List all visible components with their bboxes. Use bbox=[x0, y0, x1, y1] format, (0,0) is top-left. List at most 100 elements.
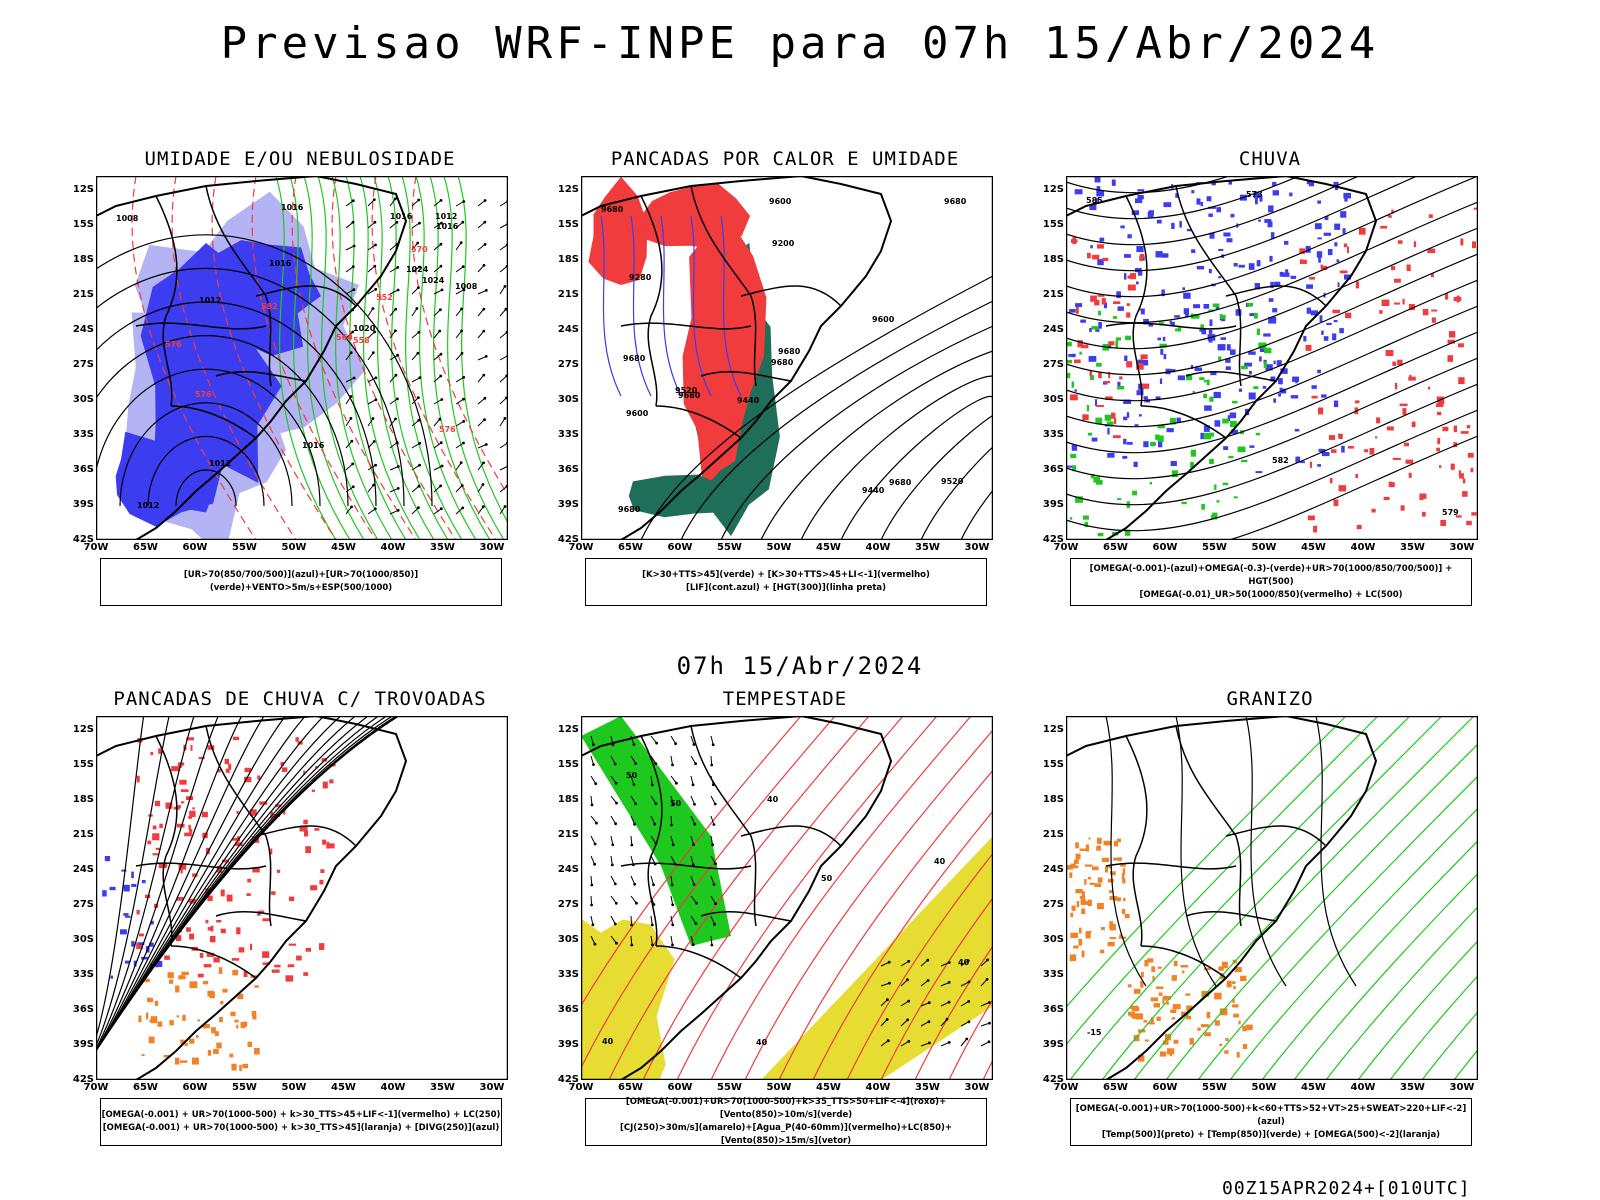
border-line bbox=[640, 735, 663, 947]
contour-label: 558 bbox=[353, 336, 370, 345]
field-pixel bbox=[1095, 399, 1098, 406]
map-frame bbox=[96, 716, 508, 1080]
legend-line: [UR>70(850/700/500)](azul)+[UR>70(1000/8… bbox=[183, 570, 419, 593]
field-pixel bbox=[1080, 344, 1089, 349]
latitude-label: 18S bbox=[72, 794, 94, 805]
field-pixel bbox=[1238, 264, 1245, 268]
wind-vector-head bbox=[907, 999, 910, 1003]
field-pixel bbox=[1135, 1013, 1144, 1020]
wind-vector bbox=[477, 200, 486, 207]
field-pixel bbox=[1084, 864, 1093, 867]
field-pixel bbox=[1422, 308, 1429, 316]
field-pixel bbox=[224, 758, 230, 765]
wind-vector bbox=[670, 895, 674, 905]
humidity-contour bbox=[275, 176, 337, 540]
wind-vector bbox=[650, 835, 657, 844]
wind-vector-head bbox=[693, 802, 696, 806]
field-pixel bbox=[1279, 378, 1283, 385]
field-pixel bbox=[1096, 405, 1104, 407]
field-pixel bbox=[147, 840, 152, 845]
field-pixel bbox=[1241, 459, 1248, 463]
wind-vector bbox=[710, 935, 713, 946]
field-pixel bbox=[1211, 181, 1216, 186]
field-pixel bbox=[178, 975, 186, 980]
field-pixel bbox=[152, 825, 157, 830]
wind-vector-head bbox=[503, 505, 507, 508]
latitude-label: 24S bbox=[72, 864, 94, 875]
humidity-contour bbox=[457, 176, 508, 524]
contour-label: 1008 bbox=[116, 214, 139, 223]
wind-vector bbox=[610, 795, 617, 804]
wind-vector-head bbox=[396, 397, 399, 401]
field-pixel bbox=[1218, 966, 1224, 971]
field-pixel bbox=[1123, 897, 1126, 902]
field-pixel bbox=[1279, 387, 1283, 393]
panel-legend: [UR>70(850/700/500)](azul)+[UR>70(1000/8… bbox=[100, 558, 502, 606]
field-pixel bbox=[1136, 390, 1144, 396]
field-pixel bbox=[1200, 1024, 1209, 1028]
coastline bbox=[581, 176, 893, 540]
latitude-label: 36S bbox=[1042, 1004, 1064, 1015]
border-line bbox=[690, 725, 757, 927]
temp-850-contour bbox=[1421, 1010, 1478, 1080]
wind-vector bbox=[920, 959, 929, 967]
wind-vector bbox=[389, 330, 396, 339]
field-pixel bbox=[1109, 921, 1114, 926]
field-pixel bbox=[262, 951, 270, 958]
humidity-contour bbox=[303, 176, 365, 540]
wind-vector-head bbox=[396, 288, 400, 292]
wind-vector bbox=[690, 915, 697, 924]
field-pixel bbox=[305, 846, 311, 854]
field-pixel bbox=[104, 856, 111, 862]
field-pixel bbox=[1248, 392, 1256, 400]
temp-850-contour bbox=[1293, 872, 1478, 1080]
field-pixel bbox=[1204, 1032, 1211, 1037]
field-pixel bbox=[1096, 186, 1101, 191]
coastline bbox=[581, 716, 893, 1080]
field-pixel bbox=[1066, 465, 1074, 468]
field-pixel bbox=[1306, 307, 1311, 314]
field-pixel bbox=[124, 960, 130, 964]
wind-vector bbox=[433, 418, 441, 427]
field-pixel bbox=[1079, 848, 1087, 851]
field-pixel bbox=[1089, 375, 1094, 381]
field-pixel bbox=[1230, 349, 1236, 355]
field-pixel bbox=[1254, 283, 1260, 290]
field-pixel bbox=[207, 895, 213, 902]
field-pixel bbox=[1072, 465, 1077, 472]
longitude-label: 60W bbox=[667, 542, 693, 553]
temp-850-contour bbox=[1101, 716, 1443, 1080]
field-pixel bbox=[1123, 438, 1127, 445]
wind-vector-head bbox=[396, 487, 400, 490]
contour-label: 1020 bbox=[353, 324, 376, 333]
field-pixel bbox=[1132, 1007, 1140, 1012]
wind-vector-head bbox=[503, 285, 507, 288]
field-pixel bbox=[197, 1019, 201, 1022]
field-pixel bbox=[1163, 995, 1171, 1000]
field-pixel bbox=[1075, 889, 1083, 894]
field-pixel bbox=[1272, 190, 1279, 196]
field-pixel bbox=[1320, 449, 1326, 454]
field-pixel bbox=[1109, 890, 1113, 894]
field-pixel bbox=[1458, 470, 1461, 477]
contour-label: 1012 bbox=[209, 459, 231, 468]
wind-vector-head bbox=[926, 979, 930, 982]
field-pixel bbox=[1089, 204, 1097, 211]
field-pixel bbox=[1263, 361, 1267, 368]
contour-label: 576 bbox=[195, 390, 212, 399]
wind-vector bbox=[690, 795, 695, 805]
longitude-label: 35W bbox=[915, 542, 940, 553]
field-pixel bbox=[1321, 394, 1327, 398]
field-pixel bbox=[1317, 200, 1321, 204]
wind-vector-head bbox=[481, 505, 485, 509]
wind-vector bbox=[590, 855, 596, 865]
wind-vector-head bbox=[652, 883, 655, 887]
latitude-label: 39S bbox=[72, 1039, 94, 1050]
field-pixel bbox=[1208, 309, 1215, 312]
wind-vector bbox=[499, 265, 508, 273]
field-pixel bbox=[180, 789, 189, 792]
field-pixel bbox=[1153, 1003, 1160, 1008]
field-pixel bbox=[1098, 310, 1101, 316]
wind-vector-head bbox=[372, 440, 376, 443]
wind-vector-head bbox=[461, 220, 465, 224]
